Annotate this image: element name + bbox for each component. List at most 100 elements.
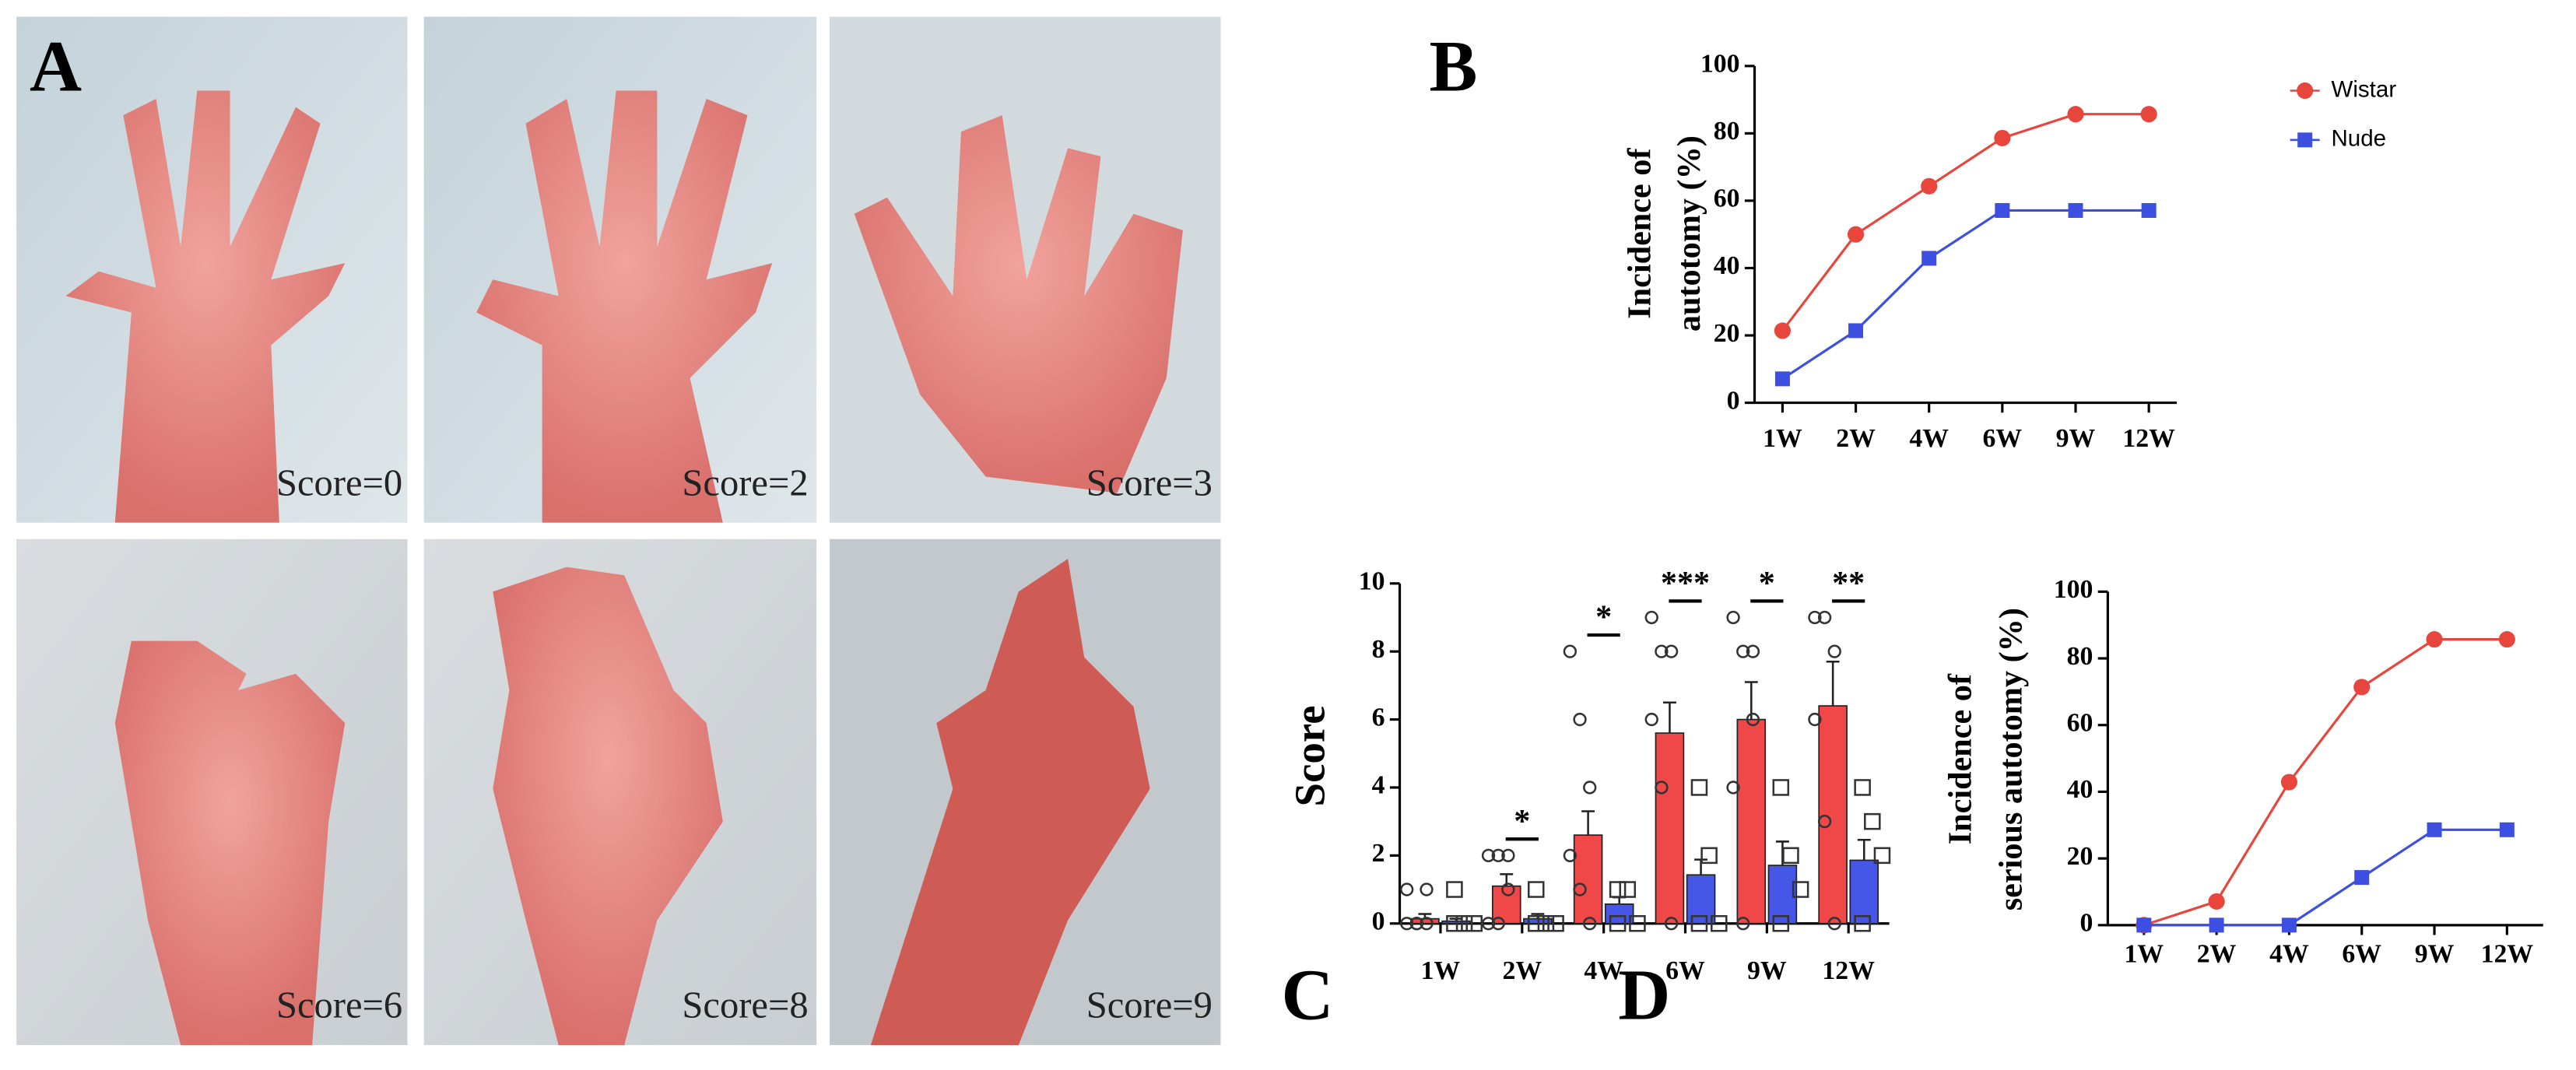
marker <box>1527 914 1545 932</box>
photo-caption: Score=8 <box>682 984 808 1026</box>
y-tick-label: 60 <box>1714 184 1740 213</box>
bar <box>1818 705 1848 924</box>
series-line <box>2143 638 2508 927</box>
panel-label: C <box>1282 955 1334 1035</box>
marker <box>1854 914 1871 932</box>
marker <box>1573 882 1587 896</box>
x-tick-label: 12W <box>1822 956 1875 985</box>
y-tick-label: 0 <box>2079 909 2093 938</box>
significance-label: * <box>1595 599 1612 636</box>
marker <box>1501 882 1515 896</box>
marker <box>2427 822 2442 837</box>
x-tick-label: 1W <box>1763 424 1802 453</box>
marker <box>1481 848 1496 863</box>
marker <box>1726 610 1740 625</box>
y-tick-label: 40 <box>2067 775 2093 804</box>
marker <box>1847 226 1865 243</box>
marker <box>2136 917 2152 933</box>
marker <box>1619 881 1637 898</box>
marker <box>1700 847 1718 865</box>
marker <box>1573 712 1587 727</box>
error-bar <box>1857 838 1871 861</box>
significance-label: * <box>1759 565 1775 602</box>
x-tick-label: 2W <box>2197 940 2237 969</box>
bar <box>1849 859 1879 924</box>
photo-grid <box>16 16 1221 1045</box>
marker <box>1547 914 1564 932</box>
marker <box>1782 847 1799 865</box>
legend-label: Wistar <box>2331 76 2396 102</box>
y-tick-label: 80 <box>1714 117 1740 146</box>
marker <box>1644 610 1658 625</box>
marker <box>1527 881 1545 898</box>
y-tick-label: 4 <box>1372 771 1385 800</box>
x-tick-label: 6W <box>1983 424 2023 453</box>
marker <box>1848 323 1864 339</box>
x-tick-label: 12W <box>2481 940 2534 969</box>
y-tick-label: 100 <box>2054 575 2093 604</box>
significance-label: ** <box>1832 565 1865 602</box>
series-line <box>1781 113 2150 332</box>
y-axis-label: serious autotomy (%) <box>1993 608 2030 910</box>
x-tick-label: 1W <box>1421 956 1461 985</box>
x-tick-label: 9W <box>2056 424 2096 453</box>
marker <box>1808 712 1822 727</box>
series-line <box>1781 209 2150 381</box>
marker <box>1465 914 1483 932</box>
marker <box>1455 914 1473 932</box>
marker <box>1995 202 2010 218</box>
bar <box>1767 865 1798 924</box>
marker <box>2280 774 2297 791</box>
marker <box>1629 914 1646 932</box>
marker <box>1655 644 1669 658</box>
significance-label: *** <box>1661 565 1710 602</box>
x-tick-label: 9W <box>2415 940 2455 969</box>
paw <box>870 559 1150 1045</box>
marker <box>1537 914 1555 932</box>
x-tick-label: 2W <box>1836 424 1876 453</box>
photo-caption: Score=2 <box>682 461 808 503</box>
y-tick-label: 40 <box>1714 251 1740 280</box>
y-tick-label: 20 <box>2067 842 2093 871</box>
panel-label: D <box>1618 955 1670 1035</box>
x-tick-label: 6W <box>2342 940 2381 969</box>
y-axis-label: Incidence of <box>1942 673 1978 844</box>
marker <box>1501 848 1515 863</box>
photo-caption: Score=0 <box>276 461 402 503</box>
marker <box>1792 881 1809 898</box>
marker <box>2353 679 2371 696</box>
y-axis-label: Score <box>1286 705 1333 806</box>
x-tick-label: 4W <box>2269 940 2309 969</box>
error-bar <box>1613 896 1627 904</box>
marker <box>1817 610 1832 625</box>
marker <box>2067 106 2084 123</box>
series-line <box>2143 828 2508 927</box>
marker <box>1854 779 1871 796</box>
marker <box>1774 371 1790 387</box>
error-bar <box>1662 701 1676 734</box>
bar <box>1410 917 1440 924</box>
y-tick-label: 60 <box>2067 708 2093 737</box>
significance-label: * <box>1514 803 1530 840</box>
marker <box>1420 917 1434 931</box>
marker <box>1746 644 1760 658</box>
marker <box>1609 914 1627 932</box>
marker <box>1481 917 1496 931</box>
x-tick-label: 2W <box>1502 956 1542 985</box>
paw <box>65 90 346 523</box>
marker <box>1655 781 1669 795</box>
marker <box>1690 914 1708 932</box>
marker <box>1491 917 1505 931</box>
x-tick-label: 4W <box>1584 956 1623 985</box>
photo-caption: Score=3 <box>1086 461 1213 503</box>
marker <box>2297 132 2313 148</box>
x-tick-label: 4W <box>1909 424 1949 453</box>
marker <box>2297 82 2314 100</box>
error-bar <box>1826 661 1840 707</box>
marker <box>1563 644 1578 658</box>
paw <box>854 115 1183 493</box>
marker <box>1664 644 1679 658</box>
marker <box>2499 822 2515 837</box>
